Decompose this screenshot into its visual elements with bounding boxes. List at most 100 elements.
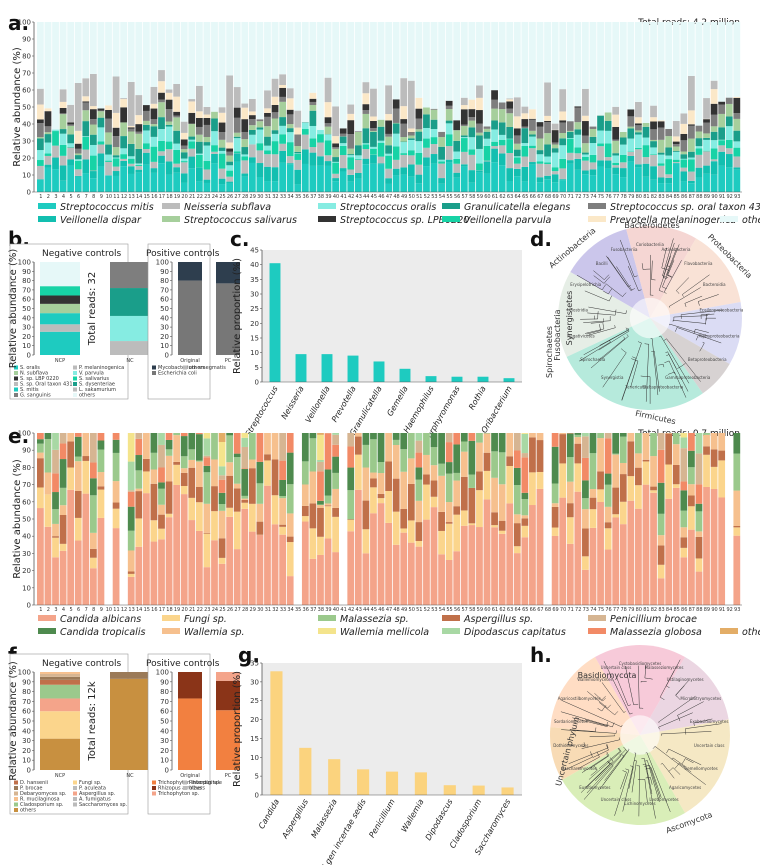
- stacked-bar-segment: [445, 502, 453, 523]
- stacked-bar-segment: [703, 119, 710, 123]
- tree-branch: [598, 702, 615, 716]
- stacked-bar-segment: [680, 151, 688, 155]
- stacked-bar-segment: [385, 120, 392, 134]
- stacked-bar-segment: [612, 487, 620, 515]
- sample-tick: 20: [181, 607, 187, 613]
- stacked-bar-segment: [135, 470, 143, 489]
- stacked-bar-segment: [180, 139, 188, 146]
- legend-label: Aspergillus sp.: [79, 791, 116, 797]
- stacked-bar-segment: [377, 473, 385, 494]
- stacked-bar-segment: [150, 108, 158, 120]
- stacked-bar-segment: [536, 22, 544, 123]
- tree-arc: [631, 288, 635, 291]
- sample-tick: 57: [462, 607, 468, 613]
- stacked-bar-segment: [385, 114, 392, 121]
- tree-arc: [601, 705, 607, 712]
- stacked-bar-segment: [604, 168, 612, 192]
- stacked-bar-segment: [438, 554, 445, 605]
- stacked-bar-segment: [597, 166, 604, 192]
- stacked-bar-segment: [506, 503, 514, 605]
- stacked-bar-segment: [468, 433, 476, 441]
- stacked-bar-segment: [37, 137, 44, 139]
- stacked-bar-segment: [725, 97, 733, 104]
- stacked-bar-segment: [112, 528, 120, 605]
- stacked-bar-segment: [695, 154, 703, 168]
- stacked-bar-segment: [513, 467, 521, 486]
- stacked-bar-segment: [264, 454, 271, 461]
- stacked-bar-segment: [597, 160, 604, 167]
- stacked-bar-segment: [135, 133, 143, 149]
- stacked-bar-segment: [650, 129, 657, 140]
- tree-arc: [625, 768, 630, 771]
- stacked-bar-segment: [301, 122, 309, 123]
- stacked-bar-segment: [362, 500, 370, 530]
- sample-tick: 40: [333, 607, 339, 613]
- phylum-label: Synergistetes: [565, 291, 574, 346]
- stacked-bar-segment: [195, 111, 203, 118]
- tree-branch: [698, 334, 707, 338]
- tree-arc: [658, 335, 661, 338]
- sample-tick: 42: [348, 607, 354, 613]
- stacked-bar-segment: [203, 433, 211, 439]
- tree-arc: [644, 760, 648, 762]
- stacked-bar-segment: [105, 118, 112, 133]
- class-label: Lichinomycetes: [624, 801, 655, 806]
- stacked-bar-segment: [180, 149, 188, 153]
- sample-tick: 81: [643, 194, 649, 200]
- stacked-bar-segment: [332, 488, 339, 508]
- stacked-bar-segment: [589, 154, 597, 163]
- stacked-bar-segment: [657, 22, 665, 121]
- stacked-bar-segment: [453, 130, 461, 141]
- stacked-bar-segment: [513, 116, 521, 129]
- stacked-bar-segment: [52, 537, 59, 558]
- stacked-bar-segment: [301, 149, 309, 164]
- stacked-bar-segment: [506, 433, 514, 457]
- stacked-bar-segment: [627, 500, 635, 605]
- stacked-bar-segment: [37, 22, 44, 89]
- bar: [295, 354, 307, 382]
- stacked-bar-segment: [233, 107, 241, 118]
- stacked-bar-segment: [211, 511, 218, 541]
- legend-label: Mycobacterium smegmatis: [158, 365, 226, 371]
- stacked-bar-segment: [710, 466, 718, 489]
- stacked-bar-segment: [97, 127, 105, 142]
- sample-tick: 11: [113, 194, 119, 200]
- legend-swatch: [588, 216, 606, 222]
- stacked-bar-segment: [203, 472, 211, 504]
- stacked-bar-segment: [347, 113, 355, 121]
- stacked-bar-segment: [695, 177, 703, 192]
- stacked-bar-segment: [612, 153, 620, 156]
- sample-tick: 77: [613, 194, 619, 200]
- stacked-bar-segment: [74, 461, 82, 491]
- legend-label: Fungi sp.: [79, 780, 102, 786]
- stacked-bar-segment: [582, 174, 589, 192]
- y-tick-label: 45: [250, 247, 259, 255]
- stacked-bar-segment: [460, 151, 468, 165]
- stacked-bar-segment: [619, 462, 627, 475]
- stacked-bar-segment: [37, 104, 44, 120]
- tree-arc: [593, 765, 598, 771]
- stacked-bar-segment: [317, 471, 324, 501]
- stacked-bar-segment: [158, 22, 165, 71]
- stacked-bar-segment: [710, 148, 718, 160]
- stacked-bar-segment: [112, 166, 120, 172]
- stacked-bar-segment: [142, 152, 150, 165]
- sample-tick: 67: [537, 607, 543, 613]
- stacked-bar-segment: [536, 138, 544, 151]
- stacked-bar-segment: [733, 490, 741, 527]
- stacked-bar-segment: [619, 433, 627, 437]
- stacked-bar-segment: [158, 151, 165, 156]
- stacked-bar-segment: [513, 176, 521, 192]
- stacked-bar-segment: [233, 483, 241, 489]
- stacked-bar-segment: [332, 148, 339, 158]
- stacked-bar-segment: [142, 110, 150, 121]
- stacked-bar-segment: [59, 155, 67, 166]
- stacked-bar-segment: [309, 110, 317, 126]
- stacked-bar-segment: [233, 453, 241, 458]
- sample-tick: 58: [469, 607, 475, 613]
- stacked-bar-segment: [559, 132, 567, 139]
- tree-branch: [586, 330, 601, 335]
- stacked-bar-segment: [476, 490, 483, 528]
- tree-arc: [608, 288, 613, 295]
- stacked-bar-segment: [423, 474, 430, 485]
